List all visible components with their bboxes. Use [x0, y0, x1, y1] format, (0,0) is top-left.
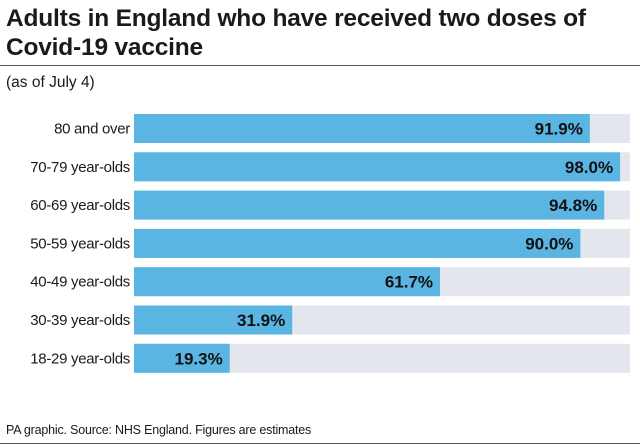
bar — [134, 343, 230, 373]
bar — [134, 267, 441, 297]
chart-title: Adults in England who have received two … — [6, 5, 586, 61]
bar — [134, 305, 293, 335]
bar — [134, 114, 590, 143]
value-label: 94.8% — [549, 196, 597, 215]
bar-chart: 80 and over 91.9% 70-79 year-olds 98.0% 60-6… — [30, 114, 630, 373]
value-label: 91.9% — [535, 120, 583, 139]
category-label: 40-49 year-olds — [30, 274, 130, 291]
bar — [134, 152, 621, 182]
category-label: 70-79 year-olds — [30, 159, 130, 176]
category-label: 60-69 year-olds — [30, 197, 130, 214]
value-label: 31.9% — [237, 311, 285, 330]
bar — [134, 228, 581, 258]
bar — [134, 190, 605, 220]
value-label: 98.0% — [565, 158, 613, 177]
category-label: 18-29 year-olds — [30, 350, 130, 367]
footer-divider — [0, 443, 640, 444]
category-label: 50-59 year-olds — [30, 235, 130, 252]
value-label: 61.7% — [385, 273, 433, 292]
category-label: 30-39 year-olds — [30, 312, 130, 329]
value-label: 19.3% — [175, 349, 223, 368]
value-label: 90.0% — [525, 234, 573, 253]
title-divider — [0, 65, 640, 66]
category-label: 80 and over — [54, 121, 130, 138]
chart-subtitle: (as of July 4) — [6, 74, 95, 91]
source-footnote: PA graphic. Source: NHS England. Figures… — [6, 423, 312, 437]
